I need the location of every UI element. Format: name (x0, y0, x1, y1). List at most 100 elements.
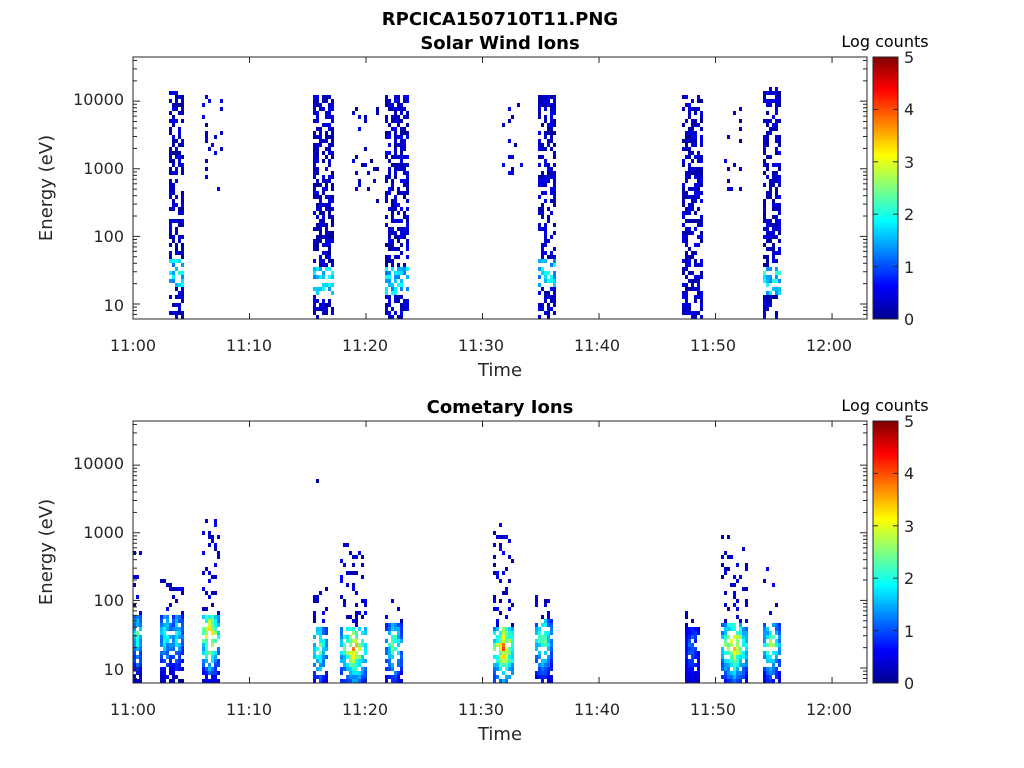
spectrogram-cell (319, 255, 322, 259)
spectrogram-cell (763, 215, 766, 219)
spectrogram-cell (685, 103, 688, 107)
spectrogram-cell (364, 643, 367, 647)
spectrogram-cell (352, 667, 355, 671)
spectrogram-cell (214, 523, 217, 527)
spectrogram-cell (385, 295, 388, 299)
spectrogram-cell (406, 231, 409, 235)
spectrogram-cell (691, 195, 694, 199)
spectrogram-cell (541, 643, 544, 647)
spectrogram-cell (691, 123, 694, 127)
spectrogram-cell (325, 283, 328, 287)
spectrogram-cell (181, 219, 184, 223)
spectrogram-cell (319, 287, 322, 291)
spectrogram-cell (778, 211, 781, 215)
spectrogram-cell (208, 623, 211, 627)
spectrogram-cell (394, 119, 397, 123)
spectrogram-cell (175, 91, 178, 95)
spectrogram-cell (400, 663, 403, 667)
spectrogram-cell (688, 167, 691, 171)
spectrogram-cell (763, 679, 766, 683)
spectrogram-cell (700, 119, 703, 123)
spectrogram-cell (769, 131, 772, 135)
spectrogram-cell (508, 107, 511, 111)
spectrogram-cell (172, 279, 175, 283)
spectrogram-cell (178, 151, 181, 155)
spectrogram-cell (322, 611, 325, 615)
spectrogram-cell (739, 663, 742, 667)
spectrogram-cell (550, 191, 553, 195)
spectrogram-cell (691, 271, 694, 275)
spectrogram-cell (211, 667, 214, 671)
spectrogram-cell (496, 607, 499, 611)
spectrogram-cell (358, 127, 361, 131)
spectrogram-cell (208, 619, 211, 623)
spectrogram-cell (211, 679, 214, 683)
spectrogram-cell (400, 103, 403, 107)
spectrogram-cell (508, 659, 511, 663)
spectrogram-cell (220, 99, 223, 103)
spectrogram-cell (775, 203, 778, 207)
spectrogram-cell (547, 291, 550, 295)
spectrogram-cell (493, 671, 496, 675)
spectrogram-cell (352, 627, 355, 631)
spectrogram-cell (178, 223, 181, 227)
spectrogram-cell (403, 163, 406, 167)
spectrogram-cell (319, 651, 322, 655)
figure-title: RPCICA150710T11.PNG (382, 9, 618, 30)
spectrogram-cell (340, 575, 343, 579)
spectrogram-cell (385, 99, 388, 103)
spectrogram-cell (358, 179, 361, 183)
spectrogram-cell (316, 659, 319, 663)
spectrogram-cell (388, 275, 391, 279)
spectrogram-cell (172, 191, 175, 195)
spectrogram-cell (685, 635, 688, 639)
spectrogram-cell (319, 659, 322, 663)
spectrogram-cell (217, 659, 220, 663)
spectrogram-cell (160, 631, 163, 635)
spectrogram-cell (778, 675, 781, 679)
spectrogram-cell (553, 151, 556, 155)
spectrogram-cell (700, 171, 703, 175)
spectrogram-cell (736, 643, 739, 647)
spectrogram-cell (697, 283, 700, 287)
spectrogram-cell (211, 675, 214, 679)
spectrogram-cell (739, 651, 742, 655)
spectrogram-cell (394, 143, 397, 147)
spectrogram-cell (778, 223, 781, 227)
spectrogram-cell (730, 651, 733, 655)
spectrogram-cell (328, 195, 331, 199)
spectrogram-cell (538, 315, 541, 319)
spectrogram-cell (778, 659, 781, 663)
spectrogram-cell (538, 179, 541, 183)
spectrogram-cell (766, 219, 769, 223)
spectrogram-cell (697, 631, 700, 635)
spectrogram-cell (385, 615, 388, 619)
spectrogram-cell (181, 291, 184, 295)
spectrogram-cell (544, 651, 547, 655)
spectrogram-cell (739, 659, 742, 663)
spectrogram-cell (202, 531, 205, 535)
spectrogram-cell (325, 223, 328, 227)
spectrogram-cell (694, 135, 697, 139)
spectrogram-cell (745, 655, 748, 659)
spectrogram-cell (136, 631, 139, 635)
spectrogram-cell (691, 231, 694, 235)
spectrogram-cell (763, 163, 766, 167)
spectrogram-cell (385, 223, 388, 227)
spectrogram-cell (169, 187, 172, 191)
spectrogram-cell (772, 243, 775, 247)
spectrogram-cell (169, 219, 172, 223)
spectrogram-cell (541, 271, 544, 275)
spectrogram-cell (541, 175, 544, 179)
spectrogram-cell (397, 643, 400, 647)
spectrogram-cell (766, 99, 769, 103)
spectrogram-cell (745, 627, 748, 631)
spectrogram-cell (745, 563, 748, 567)
spectrogram-cell (385, 623, 388, 627)
spectrogram-cell (175, 243, 178, 247)
spectrogram-cell (775, 107, 778, 111)
spectrogram-cell (349, 659, 352, 663)
spectrogram-cell (343, 659, 346, 663)
spectrogram-cell (682, 235, 685, 239)
spectrogram-cell (550, 107, 553, 111)
